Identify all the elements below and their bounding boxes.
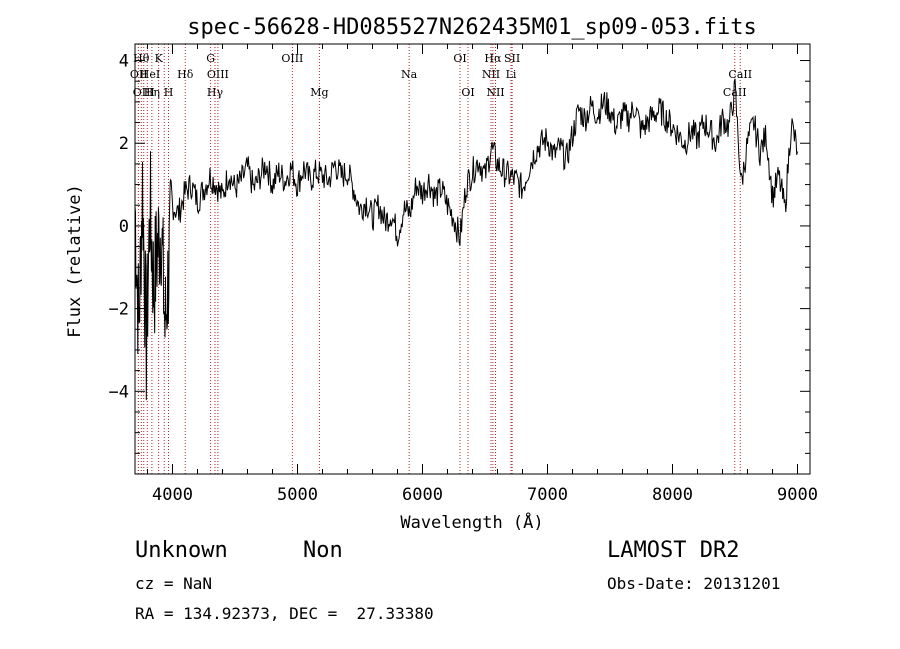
line-label-8: HeI — [140, 68, 160, 81]
y-tick-label-4: 4 — [119, 52, 129, 72]
line-label-5: Hα — [484, 52, 502, 65]
x-tick-label-3: 7000 — [527, 485, 568, 505]
chart-title: spec-56628-HD085527N262435M01_sp09-053.f… — [187, 15, 757, 40]
line-label-18: Hγ — [207, 86, 224, 99]
axis-ticks: 4000 5000 6000 7000 8000 9000 −4 −2 0 2 4 — [109, 44, 818, 505]
line-label-14: CaII — [728, 68, 752, 81]
line-label-16: Hη — [144, 86, 160, 99]
y-tick-label-2: 0 — [119, 217, 129, 237]
coordinates-label: RA = 134.92373, DEC = 27.33380 — [135, 604, 434, 623]
line-label-2: G — [206, 52, 215, 65]
obs-date-label: Obs-Date: 20131201 — [607, 574, 781, 593]
spectrum-line — [134, 78, 798, 401]
x-tick-label-1: 5000 — [277, 485, 318, 505]
x-tick-label-4: 8000 — [652, 485, 693, 505]
x-tick-label-2: 6000 — [402, 485, 443, 505]
line-label-9: Hδ — [177, 68, 194, 81]
line-label-13: Li — [506, 68, 517, 81]
line-label-7: OII — [130, 68, 148, 81]
subclass-label: Non — [303, 538, 343, 563]
line-label-11: Na — [401, 68, 418, 81]
line-label-1: K — [155, 52, 164, 65]
survey-label: LAMOST DR2 — [607, 538, 740, 563]
line-label-6: SII — [504, 52, 520, 65]
x-tick-label-5: 9000 — [777, 485, 818, 505]
line-label-19: Mg — [310, 86, 328, 99]
redshift-label: cz = NaN — [135, 574, 213, 593]
line-label-17: H — [164, 86, 174, 99]
line-label-12: NII — [482, 68, 500, 81]
class-label: Unknown — [135, 538, 228, 563]
line-label-3: OIII — [281, 52, 303, 65]
line-label-22: CaII — [723, 86, 747, 99]
line-label-20: OI — [461, 86, 474, 99]
spectrum-series — [134, 78, 798, 401]
y-tick-label-1: −2 — [109, 300, 129, 320]
line-label-15: OIII — [133, 86, 155, 99]
line-label-0: Hθ — [133, 52, 150, 65]
line-label-10: OIII — [207, 68, 229, 81]
plot-frame — [134, 43, 811, 475]
x-axis-label: Wavelength (Å) — [400, 511, 543, 533]
x-tick-label-0: 4000 — [152, 485, 193, 505]
y-axis-label: Flux (relative) — [65, 184, 85, 338]
y-tick-label-0: −4 — [109, 382, 129, 402]
line-label-21: NII — [486, 86, 504, 99]
line-label-4: OI — [453, 52, 466, 65]
y-tick-label-3: 2 — [119, 134, 129, 154]
